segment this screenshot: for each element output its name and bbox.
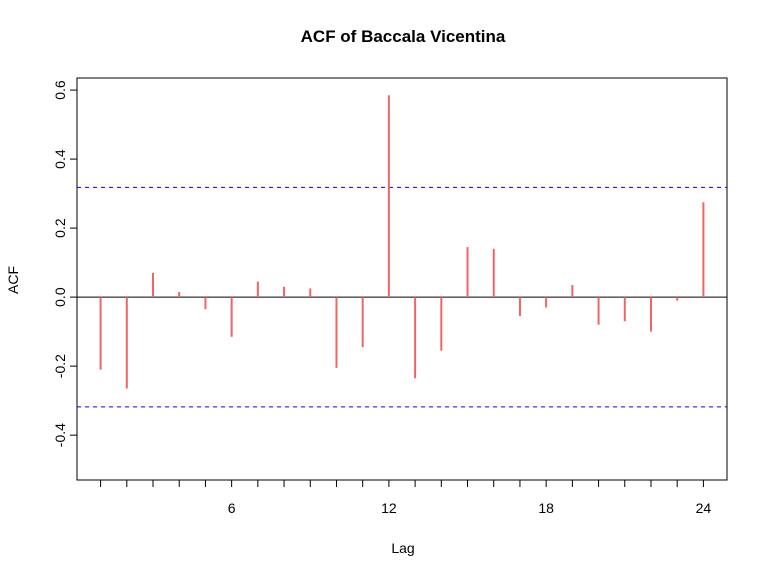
y-tick-label: 0.0 (52, 287, 68, 307)
y-tick-label: -0.2 (52, 354, 68, 378)
y-axis: -0.4 -0.2 0.0 0.2 0.4 0.6 (52, 80, 77, 447)
y-tick-label: 0.6 (52, 80, 68, 100)
x-tick-label: 24 (696, 500, 712, 516)
plot-frame (76, 77, 728, 481)
y-tick-label: 0.4 (52, 149, 68, 169)
x-tick-label: 18 (538, 500, 554, 516)
chart-title: ACF of Baccala Vicentina (301, 27, 506, 46)
x-axis: 6 12 18 24 (100, 480, 712, 516)
y-tick-label: -0.4 (52, 423, 68, 447)
acf-bars (99, 95, 705, 389)
y-axis-label: ACF (5, 266, 21, 294)
x-tick-label: 6 (228, 500, 236, 516)
x-axis-label: Lag (391, 540, 414, 556)
x-tick-label: 12 (381, 500, 397, 516)
y-tick-label: 0.2 (52, 218, 68, 238)
